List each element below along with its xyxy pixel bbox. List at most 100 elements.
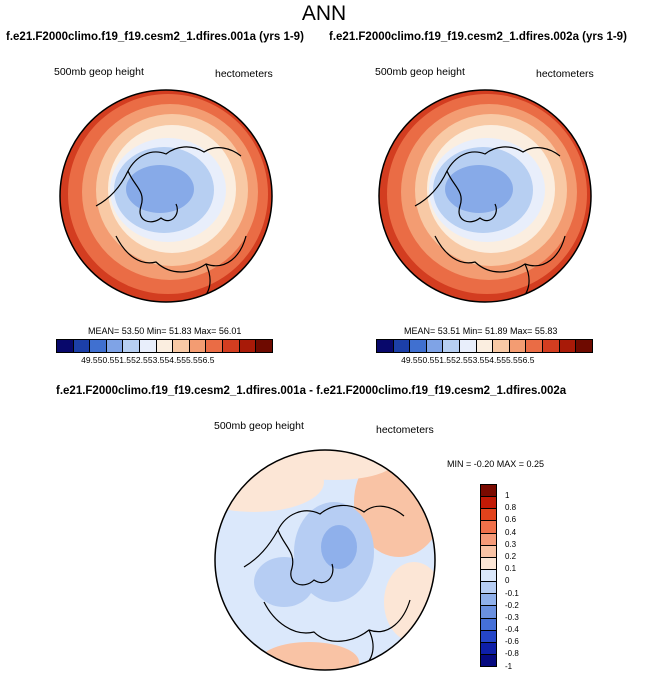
units-label-left: hectometers <box>215 68 273 80</box>
polar-map-right <box>378 89 592 303</box>
colorbar-swatch <box>481 618 496 631</box>
colorbar-tick-label: 52.5 <box>451 355 468 365</box>
colorbar-tick-label: 56.5 <box>517 355 535 365</box>
diff-units-label: hectometers <box>376 424 434 436</box>
colorbar-tick-label: 49.5 <box>401 355 418 365</box>
colorbar-tick-label: -0.3 <box>505 612 519 622</box>
colorbar-tick-label: 0.4 <box>505 527 517 537</box>
colorbar-swatch <box>481 606 496 619</box>
colorbar-diff <box>480 484 497 667</box>
case-title-right: f.e21.F2000climo.f19_f19.cesm2_1.dfires.… <box>329 31 627 43</box>
colorbar-tick-label: 50.5 <box>417 355 435 365</box>
colorbar-tick-spacer <box>56 355 81 365</box>
colorbar-tick-label: -1 <box>505 661 513 671</box>
colorbar-swatch <box>410 340 427 352</box>
colorbar-tick-label: 52.5 <box>131 355 148 365</box>
colorbar-swatch <box>481 509 496 522</box>
colorbar-swatch <box>481 497 496 510</box>
colorbar-tick-spacer <box>376 355 401 365</box>
colorbar-swatch <box>481 485 496 498</box>
colorbar-tick-label: 0 <box>505 576 510 586</box>
plot-title: ANN <box>301 2 347 25</box>
colorbar-tick-spacer <box>215 355 273 365</box>
colorbar-swatch <box>543 340 560 352</box>
colorbar-swatch <box>393 340 411 352</box>
colorbar-diff-labels: 1 0.8 0.6 0.4 0.3 0.2 0.1 0 -0.1 -0.2 -0.3 -0.4 -0.6… <box>505 490 519 673</box>
coastline <box>414 146 566 302</box>
stats-right: MEAN= 53.51 Min= 51.89 Max= 55.83 <box>404 326 558 336</box>
colorbar-tick-label: 51.5 <box>114 355 132 365</box>
colorbar-swatch <box>223 340 240 352</box>
units-label-right: hectometers <box>536 68 594 80</box>
colorbar-swatch <box>123 340 141 352</box>
colorbar-right <box>376 339 593 353</box>
colorbar-tick-label: 0.3 <box>505 539 517 549</box>
coastline <box>243 504 411 670</box>
colorbar-tick-label: -0.4 <box>505 625 519 635</box>
colorbar-swatch <box>73 340 91 352</box>
polar-map-diff <box>214 449 436 671</box>
colorbar-swatch <box>156 340 174 352</box>
colorbar-swatch <box>481 642 496 655</box>
colorbar-swatch <box>239 340 257 352</box>
colorbar-swatch <box>493 340 510 352</box>
colorbar-tick-label: -0.8 <box>505 649 519 659</box>
colorbar-tick-label: 53.5 <box>467 355 485 365</box>
colorbar-swatch <box>57 340 74 352</box>
variable-label-right: 500mb geop height <box>375 66 465 78</box>
colorbar-swatch <box>377 340 394 352</box>
colorbar-swatch <box>481 557 496 570</box>
diff-variable-label: 500mb geop height <box>214 420 304 432</box>
colorbar-right-labels: 49.5 50.5 51.5 52.5 53.5 54.5 55.5 56.5 <box>376 355 593 365</box>
colorbar-swatch <box>481 533 496 546</box>
colorbar-left-labels: 49.5 50.5 51.5 52.5 53.5 54.5 55.5 56.5 <box>56 355 273 365</box>
stats-left: MEAN= 53.50 Min= 51.83 Max= 56.01 <box>88 326 242 336</box>
colorbar-left <box>56 339 273 353</box>
colorbar-swatch <box>481 545 496 558</box>
colorbar-tick-label: 0.1 <box>505 564 517 574</box>
colorbar-tick-label: 0.2 <box>505 551 517 561</box>
colorbar-swatch <box>206 340 224 352</box>
colorbar-swatch <box>576 340 592 352</box>
colorbar-swatch <box>559 340 577 352</box>
colorbar-swatch <box>140 340 157 352</box>
colorbar-tick-label: 0.8 <box>505 503 517 513</box>
colorbar-swatch <box>443 340 461 352</box>
colorbar-tick-label: 55.5 <box>501 355 518 365</box>
colorbar-tick-label: 55.5 <box>181 355 198 365</box>
coastline <box>95 146 247 302</box>
colorbar-tick-label: 51.5 <box>434 355 452 365</box>
case-title-left: f.e21.F2000climo.f19_f19.cesm2_1.dfires.… <box>6 31 304 43</box>
colorbar-tick-label: 1 <box>505 491 510 500</box>
colorbar-tick-label: 0.6 <box>505 515 517 525</box>
colorbar-tick-label: 50.5 <box>97 355 115 365</box>
colorbar-swatch <box>106 340 124 352</box>
colorbar-swatch <box>509 340 527 352</box>
diff-title: f.e21.F2000climo.f19_f19.cesm2_1.dfires.… <box>56 385 567 397</box>
colorbar-swatch <box>481 630 496 643</box>
polar-map-left <box>59 89 273 303</box>
colorbar-tick-label: 53.5 <box>147 355 165 365</box>
colorbar-swatch <box>476 340 494 352</box>
colorbar-swatch <box>460 340 477 352</box>
colorbar-tick-label: -0.6 <box>505 637 519 647</box>
colorbar-tick-label: 56.5 <box>197 355 215 365</box>
colorbar-swatch <box>189 340 207 352</box>
colorbar-swatch <box>173 340 190 352</box>
colorbar-swatch <box>481 654 496 667</box>
colorbar-tick-spacer <box>535 355 593 365</box>
colorbar-tick-label: 54.5 <box>484 355 502 365</box>
diff-stats: MIN = -0.20 MAX = 0.25 <box>447 459 545 469</box>
variable-label-left: 500mb geop height <box>54 66 144 78</box>
colorbar-tick-label: -0.2 <box>505 600 519 610</box>
colorbar-tick-label: -0.1 <box>505 588 519 598</box>
colorbar-swatch <box>481 582 496 595</box>
colorbar-swatch <box>90 340 107 352</box>
colorbar-swatch <box>481 521 496 534</box>
colorbar-swatch <box>481 594 496 607</box>
colorbar-swatch <box>481 569 496 583</box>
colorbar-swatch <box>526 340 544 352</box>
colorbar-swatch <box>426 340 444 352</box>
colorbar-swatch <box>256 340 272 352</box>
colorbar-tick-label: 49.5 <box>81 355 98 365</box>
